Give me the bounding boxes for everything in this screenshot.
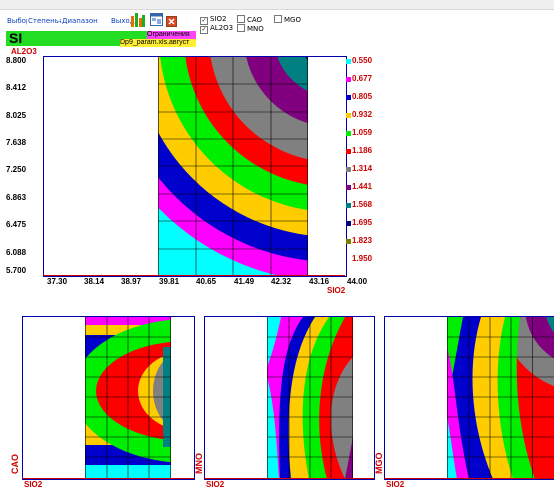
y-tick: 7.250 — [6, 165, 27, 174]
checkbox-label: MGO — [284, 16, 301, 24]
cao-y-label: CAO — [10, 454, 20, 474]
checkbox-sio2[interactable]: ✓ SIO2 — [200, 15, 226, 25]
legend-value: 0.805 — [352, 92, 373, 101]
mgo-x-axis-line — [384, 478, 554, 479]
x-tick: 40.65 — [196, 277, 217, 286]
legend-swatch — [346, 59, 351, 64]
y-tick: 6.863 — [6, 193, 27, 202]
legend-value: 1.314 — [352, 164, 373, 173]
select-button[interactable]: Выбор — [6, 16, 32, 27]
mno-y-label: MNO — [194, 453, 204, 474]
y-tick: 8.800 — [6, 56, 27, 65]
legend-swatch — [346, 113, 351, 118]
x-tick: 38.14 — [84, 277, 105, 286]
exit-button[interactable]: Выход — [110, 16, 136, 27]
x-axis-line — [43, 275, 345, 276]
cao-x-label: SIO2 — [24, 480, 43, 489]
x-tick: 44.00 — [347, 277, 368, 286]
x-tick: 37.30 — [47, 277, 68, 286]
x-tick: 39.81 — [159, 277, 180, 286]
y-tick: 8.412 — [6, 83, 27, 92]
checkbox-label: AL2O3 — [210, 24, 234, 32]
legend-swatch — [346, 77, 351, 82]
legend-value: 1.950 — [352, 254, 373, 263]
legend-swatch — [346, 185, 351, 190]
mno-x-label: SIO2 — [206, 480, 225, 489]
status-label: Ограничения — [147, 31, 196, 39]
legend-swatch — [346, 167, 351, 172]
checkbox-mno[interactable]: MNO — [237, 24, 264, 33]
main-contour-plot[interactable] — [43, 56, 347, 277]
legend-swatch — [346, 239, 351, 244]
legend-swatch — [346, 221, 351, 226]
legend-swatch — [346, 95, 351, 100]
window-top-strip — [0, 0, 554, 10]
checkbox-box — [274, 15, 282, 23]
checkbox-label: CAO — [247, 16, 263, 24]
y-tick: 7.638 — [6, 138, 27, 147]
bars-chart-icon[interactable] — [131, 13, 145, 27]
mgo-x-label: SIO2 — [386, 480, 405, 489]
cao-contour-plot[interactable] — [22, 316, 195, 480]
legend-value: 1.823 — [352, 236, 373, 245]
mgo-y-label: MGO — [374, 452, 384, 475]
x-tick: 41.49 — [234, 277, 255, 286]
legend-value: 0.932 — [352, 110, 373, 119]
window-icon[interactable] — [150, 13, 163, 26]
checkbox-label: SIO2 — [210, 15, 227, 23]
y-tick: 8.025 — [6, 111, 27, 120]
legend-value: 1.186 — [352, 146, 373, 155]
legend-swatch — [346, 203, 351, 208]
x-tick: 38.97 — [121, 277, 142, 286]
mgo-contour-plot[interactable] — [384, 316, 554, 480]
legend-value: 1.059 — [352, 128, 373, 137]
y-tick: 6.088 — [6, 248, 27, 257]
legend-swatch — [346, 131, 351, 136]
legend-value: 1.568 — [352, 200, 373, 209]
checkbox-mgo[interactable]: MGO — [274, 15, 301, 24]
checkbox-box: ✓ — [200, 26, 208, 34]
mno-contour-plot[interactable] — [204, 316, 375, 480]
legend-swatch — [346, 149, 351, 154]
checkbox-al2o3[interactable]: ✓ AL2O3 — [200, 24, 233, 34]
range-button[interactable]: Диапазон — [61, 16, 99, 27]
legend-value: 1.695 — [352, 218, 373, 227]
checkbox-cao[interactable]: CAO — [237, 15, 262, 24]
checkbox-label: MNO — [247, 25, 264, 33]
checkbox-box: ✓ — [200, 17, 208, 25]
page-title: SI — [9, 30, 23, 46]
x-tick: 43.16 — [309, 277, 330, 286]
file-label: Dp9_param.xls.август — [120, 39, 196, 47]
checkbox-box — [237, 24, 245, 32]
legend-value: 1.441 — [352, 182, 373, 191]
checkbox-box — [237, 15, 245, 23]
y-axis-label: AL2O3 — [11, 47, 37, 56]
x-axis-label: SIO2 — [327, 286, 346, 295]
close-icon[interactable] — [166, 14, 177, 27]
cao-x-axis-line — [22, 478, 194, 479]
degree-button[interactable]: Степень#2 — [27, 16, 71, 27]
y-tick: 5.700 — [6, 266, 27, 275]
legend-value: 0.677 — [352, 74, 373, 83]
legend-value: 0.550 — [352, 56, 373, 65]
y-tick: 6.475 — [6, 220, 27, 229]
mno-x-axis-line — [204, 478, 374, 479]
x-tick: 42.32 — [271, 277, 292, 286]
